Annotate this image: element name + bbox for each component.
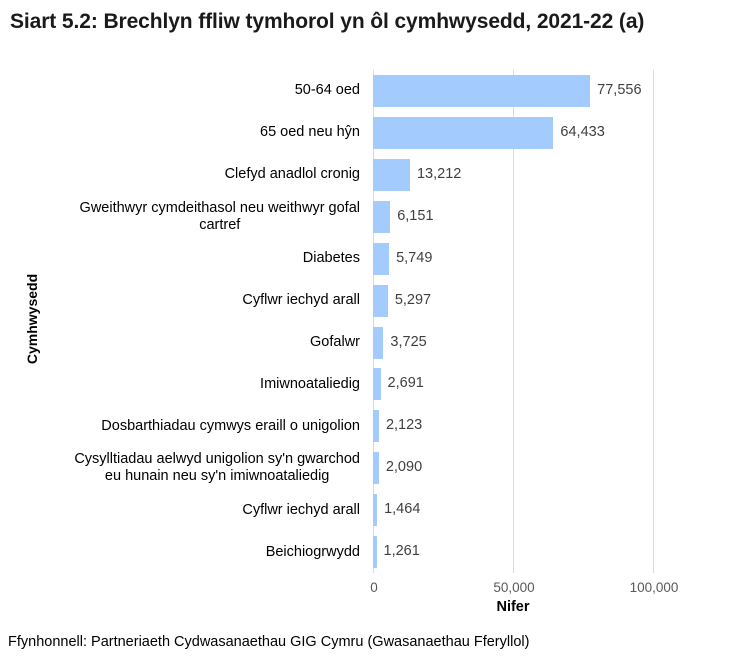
category-label: Beichiogrwydd	[265, 543, 360, 560]
bar	[373, 368, 381, 401]
value-label: 77,556	[597, 82, 642, 98]
chart-title: Siart 5.2: Brechlyn ffliw tymhorol yn ôl…	[10, 10, 645, 33]
value-label: 2,691	[387, 375, 424, 392]
bar-row: 2,691	[373, 363, 747, 405]
category-label: Cyflwr iechyd arall	[242, 292, 360, 309]
value-label: 13,212	[416, 165, 462, 182]
y-axis-label: Cymhwysedd	[24, 273, 40, 365]
bar	[373, 158, 410, 191]
bar	[373, 326, 384, 359]
value-label: 5,749	[396, 249, 433, 266]
value-label: 1,464	[384, 501, 421, 518]
bar	[373, 242, 390, 275]
value-label: 2,123	[385, 417, 423, 434]
bar-row: 5,749	[373, 238, 747, 280]
x-tick-50000: 50,000	[493, 580, 535, 595]
bar	[373, 410, 379, 443]
value-label: 64,433	[560, 123, 605, 140]
category-label: 65 oed neu hŷn	[260, 124, 360, 141]
bar-row: 2,090	[373, 447, 747, 489]
category-label: Clefyd anadlol cronig	[224, 166, 360, 183]
bar	[373, 494, 378, 527]
plot-area: 77,556 64,433 13,212 6,151 5,749 5,297 3,725 2,…	[373, 70, 673, 573]
category-label: Gofalwr	[310, 333, 360, 350]
bar	[373, 452, 379, 485]
gridline-50000	[513, 70, 514, 573]
bar	[373, 200, 391, 233]
bar	[373, 116, 554, 149]
gridline-100000	[653, 70, 654, 573]
bar-row: 77,556	[373, 70, 747, 112]
source-note: Ffynhonnell: Partneriaeth Cydwasanaethau…	[8, 634, 530, 650]
gridline-0	[373, 70, 374, 573]
x-tick-100000: 100,000	[629, 580, 679, 595]
bar-row: 5,297	[373, 280, 747, 322]
bar	[373, 536, 377, 569]
value-label: 6,151	[397, 207, 434, 224]
bar-row: 64,433	[373, 112, 747, 154]
bar-row: 3,725	[373, 322, 747, 364]
category-label: Imiwnoataliedig	[260, 375, 360, 392]
bar-row: 2,123	[373, 405, 747, 447]
bar-row: 6,151	[373, 196, 747, 238]
value-label: 1,261	[383, 543, 420, 560]
x-tick-0: 0	[370, 580, 378, 595]
value-label: 5,297	[394, 291, 432, 308]
value-label: 2,090	[385, 459, 423, 476]
bar-row: 13,212	[373, 154, 747, 196]
bar-row: 1,464	[373, 489, 747, 531]
bar	[373, 75, 591, 107]
category-label: Gweithwyr cymdeithasol neu weithwyr gofa…	[79, 199, 360, 233]
category-label: 50-64 oed	[294, 82, 360, 99]
bar	[373, 284, 388, 317]
x-axis-label: Nifer	[496, 599, 530, 615]
category-label: Dosbarthiadau cymwys eraill o unigolion	[101, 417, 360, 434]
bar-row: 1,261	[373, 531, 747, 573]
category-label: Diabetes	[302, 250, 360, 267]
category-label: Cyflwr iechyd arall	[242, 501, 360, 518]
value-label: 3,725	[390, 333, 427, 350]
category-label: Cysylltiadau aelwyd unigolion sy'n gwarc…	[74, 451, 360, 485]
